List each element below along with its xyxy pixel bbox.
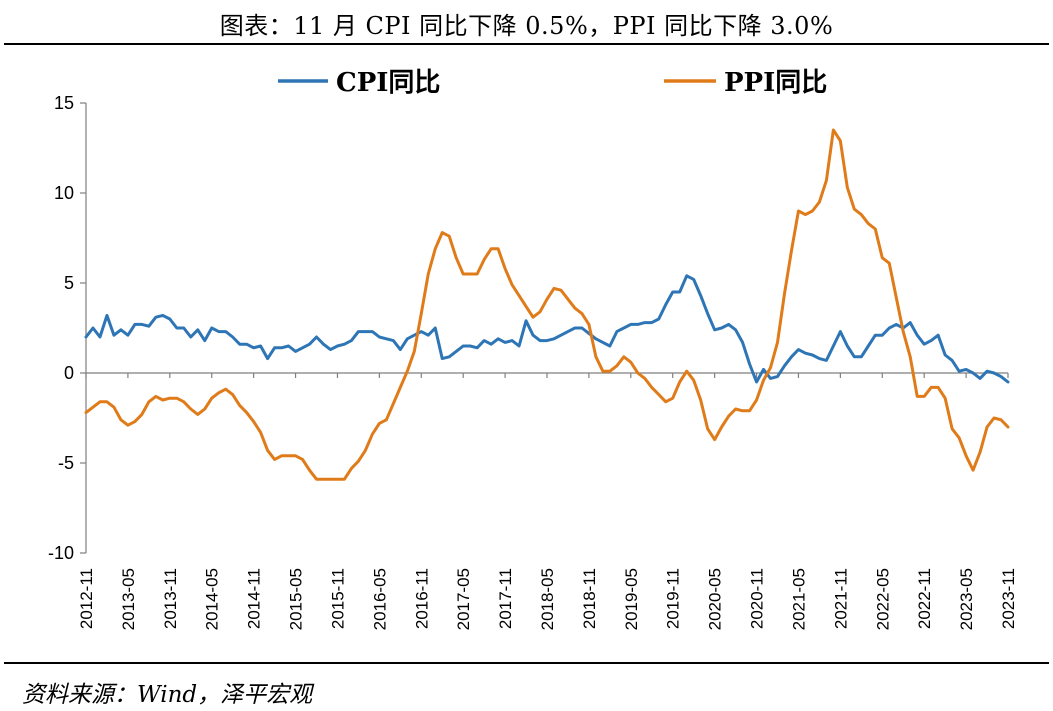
x-tick-label: 2018-05 <box>538 568 557 630</box>
bottom-rule <box>4 662 1049 664</box>
y-tick-label: 10 <box>54 183 74 203</box>
y-tick-label: 0 <box>64 363 74 383</box>
x-tick-label: 2016-11 <box>412 568 431 629</box>
x-tick-label: 2017-05 <box>454 568 473 630</box>
chart-legend: CPI同比 PPI同比 <box>278 68 827 98</box>
y-tick-label: -5 <box>58 453 74 473</box>
x-tick-label: 2021-05 <box>789 568 808 630</box>
top-rule <box>4 43 1049 45</box>
figure-title: 图表：11 月 CPI 同比下降 0.5%，PPI 同比下降 3.0% <box>219 12 834 40</box>
y-tick-label: 15 <box>54 93 74 113</box>
legend-label-cpi: CPI同比 <box>336 68 440 98</box>
legend-label-ppi: PPI同比 <box>724 68 827 98</box>
chart-axes: -10 -5 0 5 10 15 2012-11 2013-05 2013-11 2014-05 2… <box>48 93 1018 630</box>
x-tick-label: 2015-05 <box>287 568 306 630</box>
x-tick-label: 2021-11 <box>831 568 850 629</box>
x-tick-label: 2014-11 <box>245 568 264 629</box>
x-tick-label: 2019-11 <box>664 568 683 629</box>
source-note: 资料来源：Wind，泽平宏观 <box>22 682 313 708</box>
x-tick-label: 2014-05 <box>203 568 222 630</box>
series-line-cpi <box>84 274 1010 384</box>
x-tick-label: 2013-05 <box>119 568 138 630</box>
y-tick-label: 5 <box>64 273 74 293</box>
series-line-ppi <box>84 128 1010 481</box>
x-tick-label: 2013-11 <box>161 568 180 629</box>
x-tick-label: 2022-05 <box>873 568 892 630</box>
y-tick-label: -10 <box>48 543 74 563</box>
chart-series <box>84 128 1010 481</box>
x-tick-label: 2017-11 <box>496 568 515 629</box>
x-tick-label: 2020-05 <box>706 568 725 630</box>
x-tick-label: 2018-11 <box>580 568 599 629</box>
x-tick-label: 2020-11 <box>748 568 767 629</box>
x-tick-label: 2015-11 <box>328 568 347 629</box>
x-tick-label: 2016-05 <box>370 568 389 630</box>
x-tick-label: 2022-11 <box>915 568 934 629</box>
x-tick-label: 2023-11 <box>999 568 1018 629</box>
x-tick-label: 2023-05 <box>957 568 976 630</box>
x-tick-label: 2019-05 <box>622 568 641 630</box>
x-tick-label: 2012-11 <box>77 568 96 629</box>
